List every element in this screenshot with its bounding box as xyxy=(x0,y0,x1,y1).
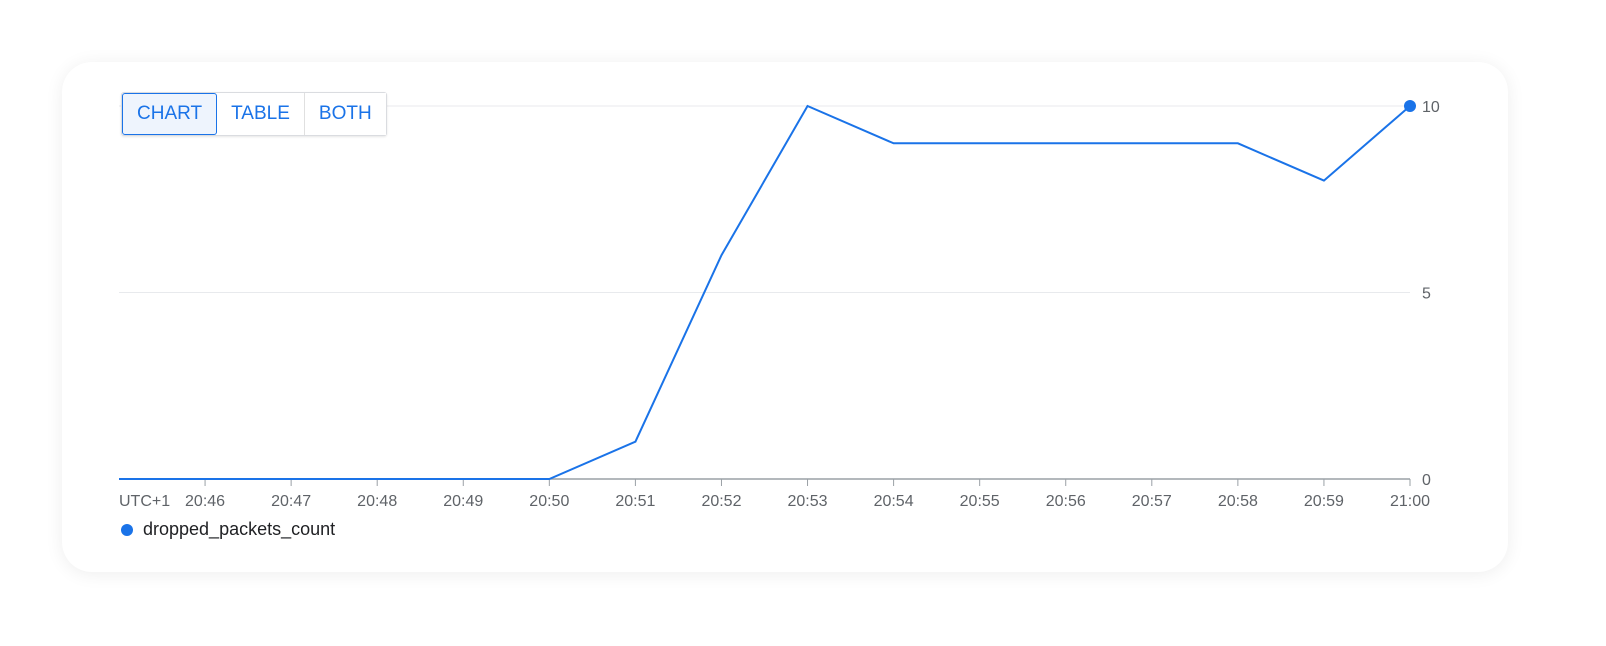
x-tick-label: 20:50 xyxy=(529,493,569,510)
last-point-marker xyxy=(1404,100,1416,112)
series-line xyxy=(119,104,1411,480)
x-tick-label: 20:49 xyxy=(443,493,483,510)
x-tick-label: 21:00 xyxy=(1390,493,1430,510)
x-tick-label: 20:53 xyxy=(788,493,828,510)
x-tick-label: 20:54 xyxy=(874,493,914,510)
timezone-label: UTC+1 xyxy=(119,493,170,510)
both-view-button[interactable]: BOTH xyxy=(304,93,386,135)
x-tick-label: 20:52 xyxy=(701,493,741,510)
legend-label: dropped_packets_count xyxy=(143,519,336,539)
view-toggle: CHART TABLE BOTH xyxy=(121,92,387,136)
x-tick-label: 20:59 xyxy=(1304,493,1344,510)
x-tick-label: 20:51 xyxy=(615,493,655,510)
table-view-button[interactable]: TABLE xyxy=(217,93,305,135)
x-tick-label: 20:57 xyxy=(1132,493,1172,510)
x-tick-label: 20:48 xyxy=(357,493,397,510)
legend[interactable]: dropped_packets_count xyxy=(121,519,335,540)
x-tick-label: 20:47 xyxy=(271,493,311,510)
y-tick-label: 10 xyxy=(1422,99,1440,116)
x-tick-label: 20:46 xyxy=(185,493,225,510)
y-tick-label: 5 xyxy=(1422,286,1431,303)
y-tick-label: 0 xyxy=(1422,472,1431,489)
legend-dot-icon xyxy=(121,523,133,536)
x-tick-label: 20:58 xyxy=(1218,493,1258,510)
x-tick-label: 20:55 xyxy=(960,493,1000,510)
chart-view-button[interactable]: CHART xyxy=(122,93,218,135)
x-tick-label: 20:56 xyxy=(1046,493,1086,510)
